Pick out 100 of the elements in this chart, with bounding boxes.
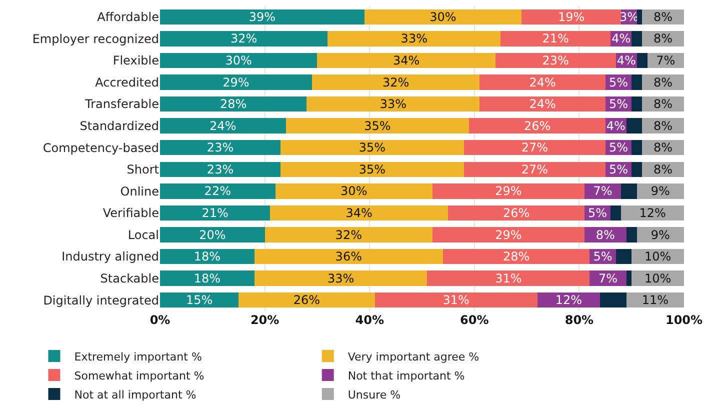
bar	[636, 9, 642, 25]
x-tick-label: 40%	[355, 313, 384, 327]
data-label: 5%	[588, 206, 608, 220]
data-label: 20%	[199, 228, 226, 242]
data-label: 23%	[206, 140, 234, 155]
bar	[590, 270, 626, 286]
data-label: 31%	[495, 271, 522, 286]
data-label: 27%	[521, 140, 548, 155]
x-tick-label: 20%	[250, 313, 280, 327]
data-label: 32%	[335, 228, 362, 242]
data-label: 23%	[542, 53, 569, 68]
data-label: 7%	[593, 184, 612, 198]
bar	[636, 184, 684, 199]
bar	[364, 9, 522, 25]
y-tick-label: Standardized	[80, 119, 159, 134]
x-tick-label: 80%	[564, 313, 594, 327]
data-label: 8%	[654, 162, 673, 176]
data-label: 32%	[230, 32, 258, 46]
bar	[312, 74, 480, 90]
data-label: 29%	[222, 75, 250, 90]
bar	[495, 52, 616, 68]
legend-label: Not that important %	[348, 369, 465, 382]
bar	[328, 31, 501, 46]
data-label: 21%	[542, 32, 569, 46]
bar	[254, 248, 443, 264]
bar	[160, 140, 281, 156]
bar	[632, 162, 642, 178]
data-label: 5%	[608, 75, 628, 90]
data-label: 8%	[654, 118, 673, 133]
y-tick-label: Industry aligned	[62, 250, 159, 264]
data-label: 36%	[335, 250, 362, 264]
bar	[632, 74, 642, 90]
bar	[522, 9, 622, 25]
y-tick-label: Short	[126, 162, 160, 177]
y-tick-label: Employer recognized	[32, 32, 159, 46]
x-tick-label: 100%	[665, 313, 703, 327]
data-label: 7%	[598, 271, 618, 286]
data-label: 22%	[204, 184, 231, 198]
x-tick-label: 60%	[460, 313, 489, 327]
bar	[160, 52, 318, 68]
data-label: 33%	[380, 97, 407, 112]
data-label: 21%	[202, 206, 228, 220]
bar	[280, 140, 464, 156]
bar	[160, 184, 276, 199]
data-label: 26%	[524, 118, 551, 133]
y-tick-label: Online	[120, 184, 159, 198]
bar	[480, 74, 606, 90]
bar	[432, 227, 584, 242]
bar	[632, 140, 642, 156]
y-tick-label: Digitally integrated	[43, 293, 159, 308]
data-label: 29%	[495, 228, 522, 242]
legend-label: Somewhat important %	[74, 369, 204, 382]
data-label: 33%	[400, 32, 428, 46]
bar	[286, 118, 470, 134]
data-label: 32%	[382, 75, 410, 90]
bar	[469, 118, 606, 134]
data-label: 18%	[194, 271, 220, 286]
bar	[374, 292, 538, 308]
legend-label: Unsure %	[348, 388, 401, 402]
data-label: 24%	[529, 75, 556, 90]
bar	[626, 118, 642, 134]
bar	[160, 9, 364, 25]
bar	[621, 184, 637, 199]
bar	[632, 96, 642, 112]
bar	[432, 184, 584, 199]
data-label: 5%	[608, 97, 628, 112]
bar	[636, 52, 648, 68]
bar	[610, 205, 622, 221]
bar	[427, 270, 590, 286]
bar	[636, 227, 684, 242]
bar	[160, 270, 254, 286]
bar	[448, 205, 584, 221]
y-tick-label: Local	[128, 228, 159, 242]
data-label: 8%	[654, 75, 673, 90]
y-tick-label: Affordable	[97, 10, 159, 24]
data-label: 8%	[654, 97, 673, 112]
data-label: 5%	[608, 162, 628, 176]
data-label: 30%	[340, 184, 368, 198]
data-label: 10%	[644, 271, 672, 286]
bar	[160, 162, 281, 178]
data-label: 8%	[596, 228, 615, 242]
y-tick-label: Stackable	[100, 272, 159, 286]
data-label: 26%	[293, 293, 320, 308]
bar	[275, 184, 432, 199]
bar	[160, 96, 307, 112]
bar	[500, 31, 611, 46]
data-label: 11%	[642, 293, 669, 308]
data-label: 12%	[555, 293, 582, 308]
bar	[160, 227, 265, 242]
bar	[280, 162, 464, 178]
bar	[442, 248, 590, 264]
bar	[160, 31, 328, 46]
data-label: 28%	[220, 97, 247, 112]
bar	[317, 52, 496, 68]
legend-label: Very important agree %	[348, 350, 480, 364]
data-label: 34%	[392, 53, 420, 68]
y-tick-label: Verifiable	[102, 206, 159, 220]
bar	[160, 74, 312, 90]
data-label: 28%	[502, 250, 530, 264]
data-label: 35%	[364, 118, 391, 133]
